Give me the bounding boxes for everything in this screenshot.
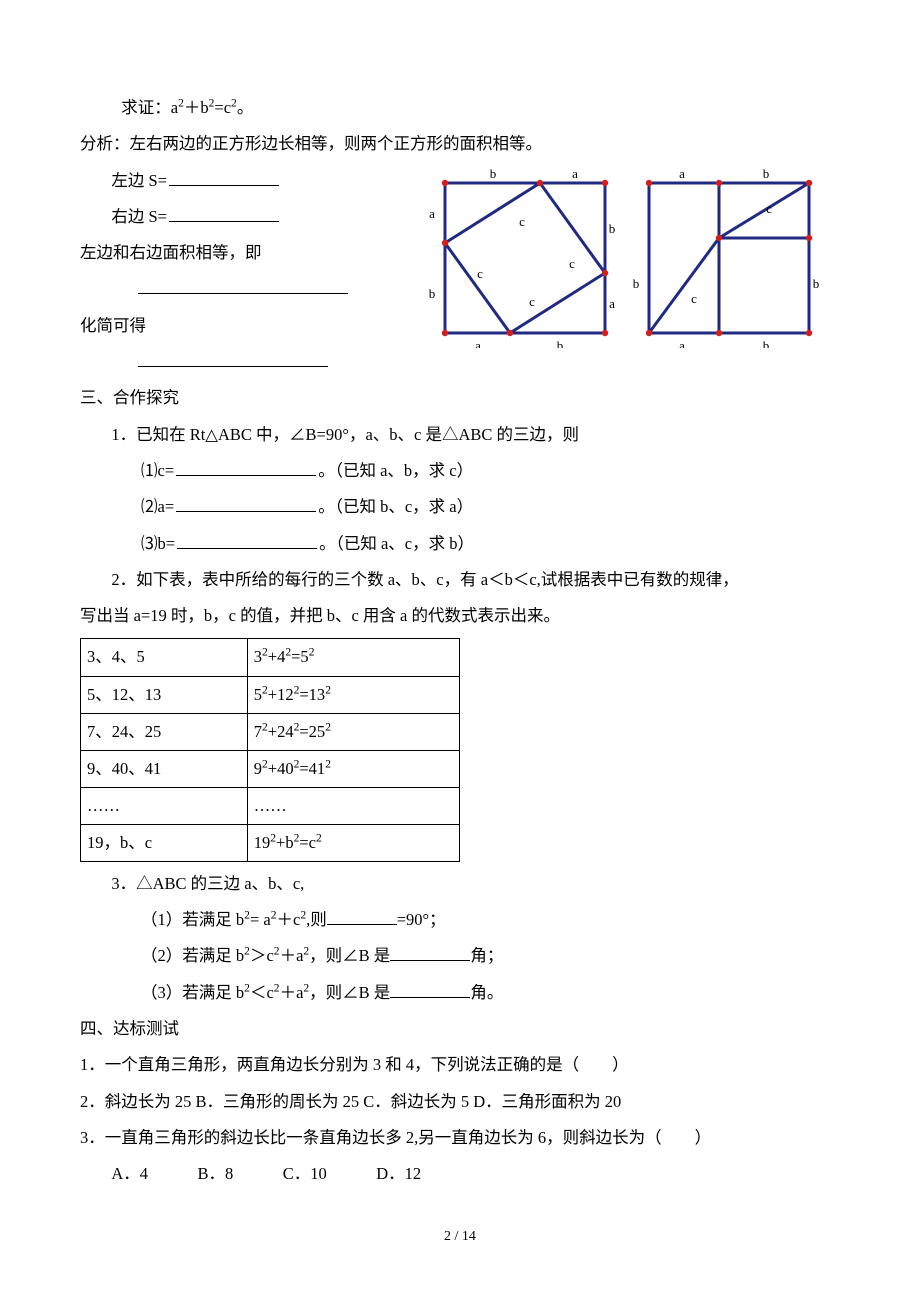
svg-text:c: c <box>519 214 525 229</box>
q1-1: ⑴c= 。（已知 a、b，求 c） <box>80 453 840 489</box>
svg-text:a: a <box>679 166 685 181</box>
svg-text:a: a <box>475 338 481 348</box>
q1-1-prefix: ⑴c= <box>141 461 174 480</box>
q3-1-suffix: =90°； <box>397 910 446 929</box>
q1-2-suffix: 。（已知 b、c，求 a） <box>318 497 473 516</box>
table-cell: 3、4、5 <box>81 639 248 676</box>
q3-1: （1）若满足 b2= a2＋c2,则 =90°； <box>80 902 840 938</box>
table-row: 19，b、c192+b2=c2 <box>81 824 460 861</box>
triples-table: 3、4、532+42=525、12、1352+122=1327、24、2572+… <box>80 638 460 861</box>
q1-1-suffix: 。（已知 a、b，求 c） <box>318 461 473 480</box>
svg-text:c: c <box>691 291 697 306</box>
svg-text:c: c <box>766 201 772 216</box>
table-cell: 52+122=132 <box>247 676 459 713</box>
q1-2: ⑵a= 。（已知 b、c，求 a） <box>80 489 840 525</box>
q3-3-prefix: （3）若满足 b2＜c2＋a2，则∠B 是 <box>141 983 390 1002</box>
t3: 3．一直角三角形的斜边长比一条直角边长多 2,另一直角边长为 6，则斜边长为（ … <box>80 1120 840 1156</box>
table-row: 7、24、2572+242=252 <box>81 713 460 750</box>
prove-line: 求证：a2＋b2=c2。 <box>80 90 840 126</box>
blank-q1-3 <box>177 532 317 549</box>
blank-q1-2 <box>176 496 316 513</box>
svg-text:a: a <box>609 296 615 311</box>
svg-text:b: b <box>633 276 640 291</box>
q1-2-prefix: ⑵a= <box>141 497 174 516</box>
blank-left-s <box>169 169 279 186</box>
q1-3: ⑶b= 。（已知 a、c，求 b） <box>80 526 840 562</box>
diagram-panel: b a a b c c b c c a a b a b c b b c a b <box>420 158 840 361</box>
blank-q3-2 <box>390 945 470 962</box>
table-cell: …… <box>247 787 459 824</box>
svg-text:b: b <box>429 286 436 301</box>
t1: 1．一个直角三角形，两直角边长分别为 3 和 4，下列说法正确的是（ ） <box>80 1047 840 1083</box>
q3-3: （3）若满足 b2＜c2＋a2，则∠B 是 角。 <box>80 975 840 1011</box>
section-4-title: 四、达标测试 <box>80 1011 840 1047</box>
t3-options: A．4 B．8 C．10 D．12 <box>80 1156 840 1192</box>
table-cell: 7、24、25 <box>81 713 248 750</box>
svg-text:c: c <box>529 294 535 309</box>
blank-q3-3 <box>390 981 470 998</box>
q3-2-suffix: 角； <box>470 946 503 965</box>
svg-text:a: a <box>572 166 578 181</box>
table-cell: 92+402=412 <box>247 750 459 787</box>
prove-eq: a2＋b2=c2。 <box>171 98 254 117</box>
section-3-title: 三、合作探究 <box>80 380 840 416</box>
svg-text:b: b <box>763 338 770 348</box>
q3-intro: 3．△ABC 的三边 a、b、c, <box>80 866 840 902</box>
t2: 2．斜边长为 25 B．三角形的周长为 25 C．斜边长为 5 D．三角形面积为… <box>80 1084 840 1120</box>
q1-intro: 1．已知在 Rt△ABC 中，∠B=90°，a、b、c 是△ABC 的三边，则 <box>80 417 840 453</box>
blank-right-s <box>169 205 279 222</box>
blank-equal <box>138 278 348 295</box>
q2-line-b: 写出当 a=19 时，b，c 的值，并把 b、c 用含 a 的代数式表示出来。 <box>80 598 840 634</box>
table-row: 5、12、1352+122=132 <box>81 676 460 713</box>
diagram-right: a b c b b c a b <box>624 158 824 348</box>
table-cell: 192+b2=c2 <box>247 824 459 861</box>
table-row: 9、40、4192+402=412 <box>81 750 460 787</box>
blank-simplify <box>138 351 328 368</box>
blank-q3-1 <box>327 909 397 926</box>
table-row: ………… <box>81 787 460 824</box>
svg-text:b: b <box>813 276 820 291</box>
prove-label: 求证： <box>121 98 171 117</box>
table-cell: 5、12、13 <box>81 676 248 713</box>
svg-text:b: b <box>609 221 616 236</box>
diagram-left: b a a b c c b c c a a b <box>420 158 620 348</box>
q2-line-a: 2．如下表，表中所给的每行的三个数 a、b、c，有 a＜b＜c,试根据表中已有数… <box>80 562 840 598</box>
table-cell: 19，b、c <box>81 824 248 861</box>
right-s-label: 右边 S= <box>111 207 167 226</box>
svg-text:a: a <box>429 206 435 221</box>
q3-3-suffix: 角。 <box>470 983 503 1002</box>
q1-3-prefix: ⑶b= <box>141 534 175 553</box>
page-footer: 2 / 14 <box>80 1222 840 1253</box>
q3-2: （2）若满足 b2＞c2＋a2，则∠B 是 角； <box>80 938 840 974</box>
left-s-label: 左边 S= <box>111 171 167 190</box>
svg-text:b: b <box>557 338 564 348</box>
q3-2-prefix: （2）若满足 b2＞c2＋a2，则∠B 是 <box>141 946 390 965</box>
svg-text:b: b <box>490 166 497 181</box>
blank-q1-1 <box>176 459 316 476</box>
q3-1-prefix: （1）若满足 b2= a2＋c2,则 <box>141 910 327 929</box>
table-cell: 9、40、41 <box>81 750 248 787</box>
table-cell: 32+42=52 <box>247 639 459 676</box>
q1-3-suffix: 。（已知 a、c，求 b） <box>319 534 474 553</box>
svg-text:b: b <box>763 166 770 181</box>
table-cell: …… <box>81 787 248 824</box>
table-cell: 72+242=252 <box>247 713 459 750</box>
svg-text:a: a <box>679 338 685 348</box>
table-row: 3、4、532+42=52 <box>81 639 460 676</box>
svg-text:c: c <box>569 256 575 271</box>
svg-text:c: c <box>477 266 483 281</box>
